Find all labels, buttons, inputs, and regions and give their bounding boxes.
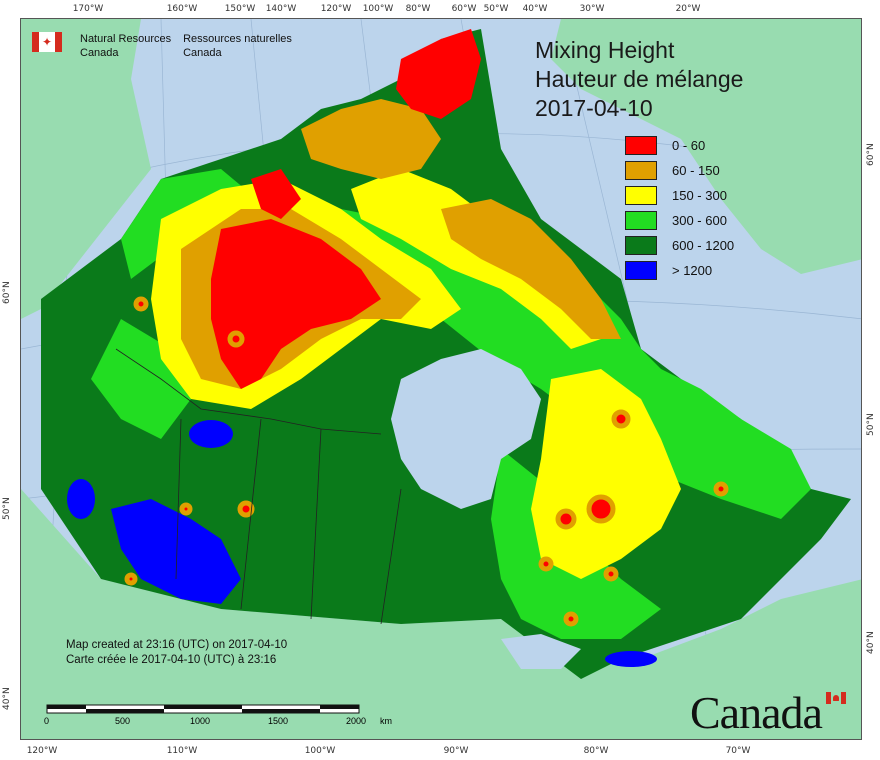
tick-right-40n: 40°N	[866, 631, 876, 654]
tick-top-2: 160°W	[166, 4, 198, 14]
legend-label: 0 - 60	[672, 138, 706, 153]
legend-swatch	[625, 136, 657, 155]
legend-label: 60 - 150	[672, 163, 720, 178]
title-en: Mixing Height	[535, 37, 675, 63]
tick-top-11: 30°W	[579, 4, 605, 14]
alaska	[21, 19, 151, 319]
greenland	[551, 19, 861, 274]
zone-150-300-arctic	[351, 169, 601, 349]
scale-label: 500	[115, 716, 131, 726]
map-title: Mixing Height Hauteur de mélange 2017-04…	[535, 36, 743, 123]
mixing-height-map	[21, 19, 861, 739]
agency-header: ✦ Natural Resources Canada Ressources na…	[32, 32, 292, 60]
zone-60-150-arctic-isles	[301, 99, 441, 179]
canada-flag-icon: ✦	[32, 32, 62, 52]
title-fr: Hauteur de mélange	[535, 66, 744, 92]
tick-top-3: 150°W	[224, 4, 256, 14]
united-states	[21, 489, 861, 739]
zone-over-1200-bc	[67, 479, 95, 519]
agency-name-fr: Ressources naturelles Canada	[183, 33, 292, 59]
legend-swatch	[625, 161, 657, 180]
tick-bottom-6: 70°W	[725, 746, 751, 756]
title-date: 2017-04-10	[535, 95, 653, 121]
tick-left-50n: 50°N	[2, 497, 12, 520]
province-borders	[115, 348, 402, 625]
creation-note: Map created at 23:16 (UTC) on 2017-04-10…	[66, 638, 287, 668]
legend-swatch	[625, 236, 657, 255]
tick-bottom-5: 80°W	[583, 746, 609, 756]
canada-wordmark: Canada	[690, 687, 823, 738]
scale-bar: 0 500 1000 1500 2000 km	[44, 704, 406, 735]
tick-right-60n: 60°N	[866, 143, 876, 166]
zone-over-1200-ontario	[605, 651, 657, 667]
legend-label: 300 - 600	[672, 213, 727, 228]
wordmark-flag-icon	[826, 692, 846, 704]
legend-label: > 1200	[672, 263, 713, 278]
tick-bottom-3: 100°W	[304, 746, 336, 756]
creation-note-en: Map created at 23:16 (UTC) on 2017-04-10	[66, 639, 288, 651]
tick-top-10: 40°W	[522, 4, 548, 14]
legend-label: 150 - 300	[672, 188, 727, 203]
legend-item: 300 - 600	[625, 208, 734, 233]
legend-item: 60 - 150	[625, 158, 734, 183]
tick-top-5: 120°W	[320, 4, 352, 14]
tick-top-1: 170°W	[72, 4, 104, 14]
zone-over-1200-prairie	[111, 499, 241, 604]
tick-left-40n: 40°N	[2, 687, 12, 710]
tick-left-60n: 60°N	[2, 281, 12, 304]
tick-top-4: 140°W	[265, 4, 297, 14]
legend-item: 150 - 300	[625, 183, 734, 208]
legend-swatch	[625, 261, 657, 280]
tick-bottom-4: 90°W	[443, 746, 469, 756]
zone-0-60-nunavut	[211, 219, 381, 389]
tick-top-9: 50°W	[483, 4, 509, 14]
tick-right-50n: 50°N	[866, 413, 876, 436]
scale-label: 2000	[346, 716, 367, 726]
zone-0-60-arctic	[251, 169, 301, 219]
hudson-bay	[391, 349, 541, 509]
scale-label: 0	[44, 716, 50, 726]
zone-0-60-ellesmere	[396, 29, 481, 119]
scale-label: 1000	[190, 716, 211, 726]
tick-top-7: 80°W	[405, 4, 431, 14]
tick-top-12: 20°W	[675, 4, 701, 14]
zone-over-1200-lake	[189, 420, 233, 448]
creation-note-fr: Carte créée le 2017-04-10 (UTC) à 23:16	[66, 654, 277, 666]
scale-label: 1500	[268, 716, 289, 726]
tick-top-6: 100°W	[362, 4, 394, 14]
legend: 0 - 60 60 - 150 150 - 300 300 - 600 600 …	[625, 133, 734, 283]
tick-bottom-1: 120°W	[26, 746, 58, 756]
great-lakes	[501, 634, 581, 669]
hotspots	[124, 296, 729, 627]
legend-item: > 1200	[625, 258, 734, 283]
agency-name-en: Natural Resources Canada	[80, 33, 172, 59]
legend-swatch	[625, 211, 657, 230]
tick-top-8: 60°W	[451, 4, 477, 14]
legend-item: 0 - 60	[625, 133, 734, 158]
legend-swatch	[625, 186, 657, 205]
legend-label: 600 - 1200	[672, 238, 735, 253]
scale-unit: km	[380, 716, 392, 726]
legend-item: 600 - 1200	[625, 233, 734, 258]
map-canvas[interactable]	[20, 18, 862, 740]
tick-bottom-2: 110°W	[166, 746, 198, 756]
zone-60-150-baffin	[441, 199, 621, 339]
scale-bar-graphic	[46, 704, 360, 714]
